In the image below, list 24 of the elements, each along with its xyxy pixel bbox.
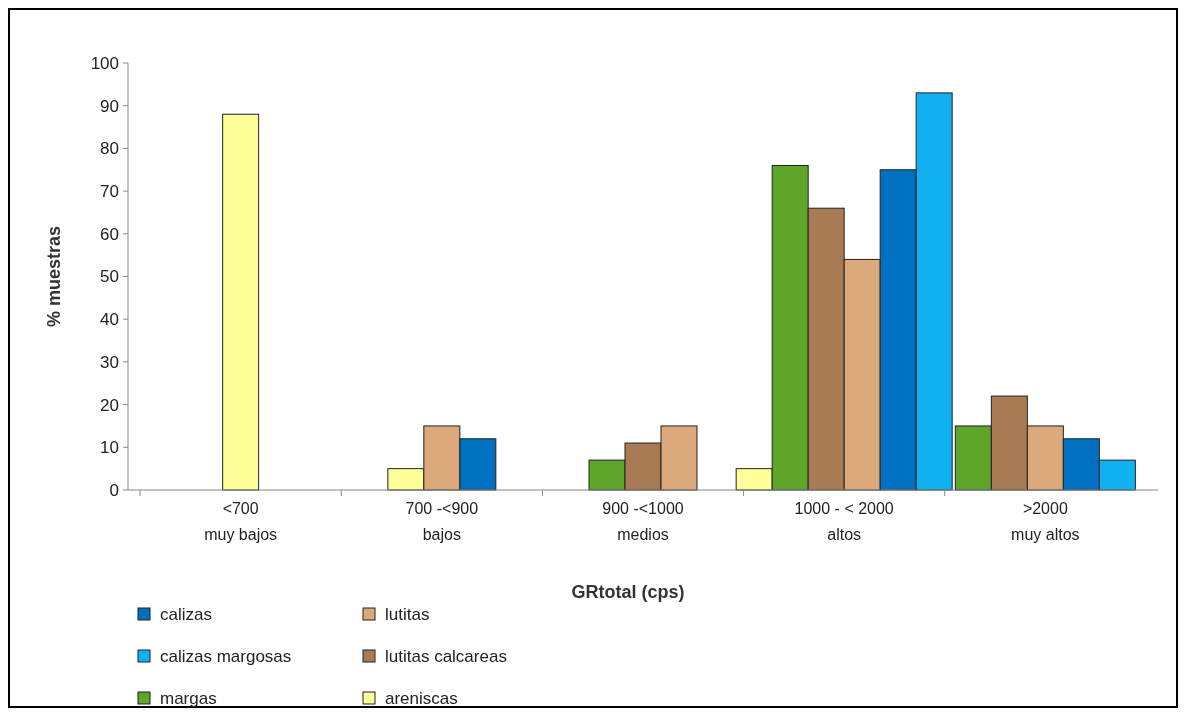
y-tick-label: 50: [100, 267, 119, 287]
y-tick-label: 0: [109, 480, 119, 500]
legend-label: calizas: [160, 604, 212, 624]
legend-label: lutitas: [385, 604, 430, 624]
legend-label: areniscas: [385, 688, 458, 708]
x-tick-label: <700 muy bajos: [204, 500, 278, 543]
x-tick-label: 900 -<1000 medios: [602, 500, 684, 543]
y-tick-label: 30: [100, 352, 119, 372]
y-axis-title: % muestras: [44, 225, 64, 328]
legend-label: lutitas calcareas: [385, 646, 507, 666]
y-tick-label: 10: [100, 438, 119, 458]
y-tick-label: 40: [100, 310, 119, 330]
x-tick-label: >2000 muy altos: [1011, 500, 1080, 543]
y-tick-label: 60: [100, 224, 119, 244]
y-tick-label: 90: [100, 96, 119, 116]
legend-label: calizas margosas: [160, 646, 292, 666]
y-tick-label: 20: [100, 395, 119, 415]
y-tick-label: 70: [100, 182, 119, 202]
y-tick-label: 80: [100, 139, 119, 159]
legend-label: margas: [160, 688, 217, 708]
x-tick-label: 700 -<900 bajos: [405, 500, 479, 543]
x-tick-label: 1000 - < 2000 altos: [794, 500, 894, 543]
y-tick-label: 100: [90, 53, 119, 73]
x-axis-title: GRtotal (cps): [571, 582, 685, 602]
